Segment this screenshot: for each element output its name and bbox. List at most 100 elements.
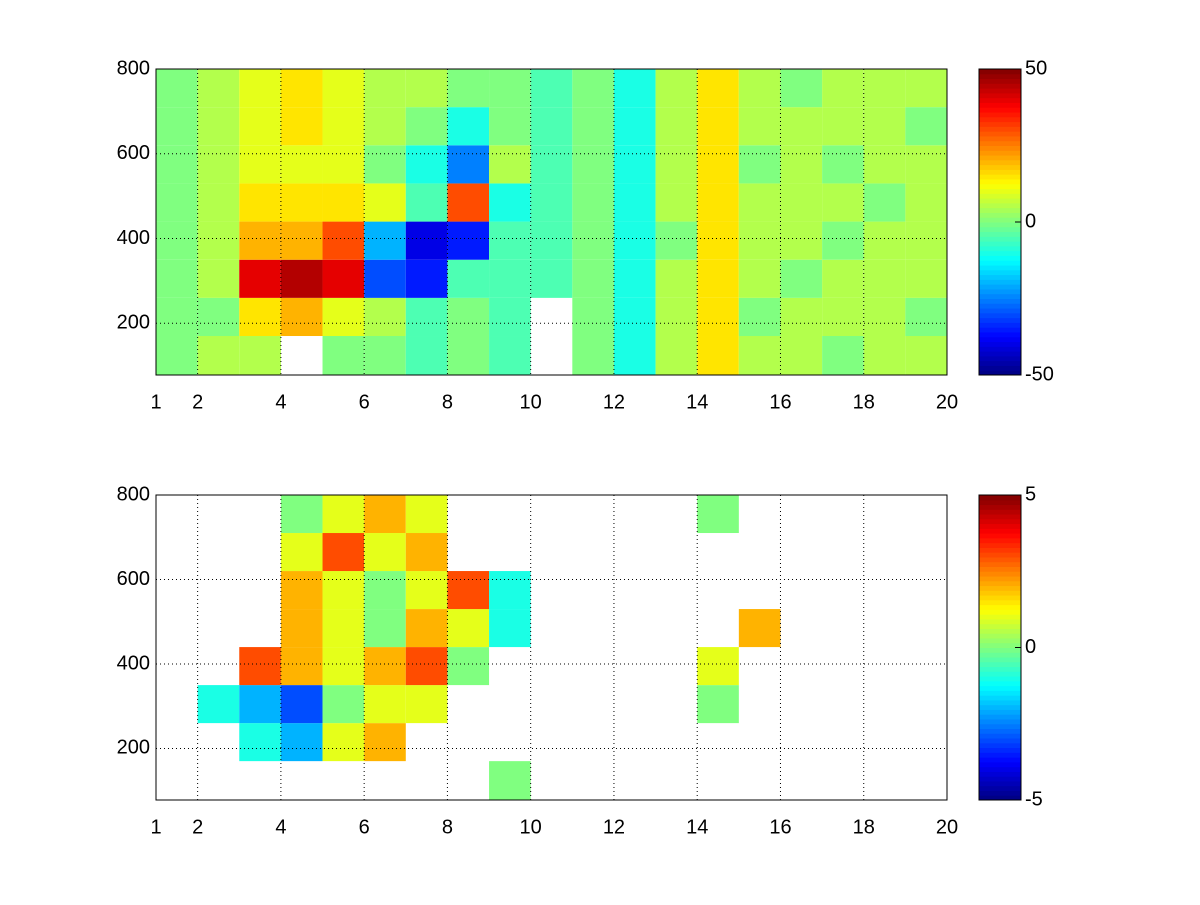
- heatmap-cell: [738, 183, 781, 222]
- colorbar-tick-label: -50: [1025, 363, 1054, 385]
- heatmap-cell: [655, 183, 698, 222]
- heatmap-cell: [905, 69, 947, 108]
- heatmap-cell: [280, 647, 323, 686]
- colorbar-step: [979, 135, 1021, 142]
- colorbar-step: [979, 260, 1021, 266]
- colorbar-step: [979, 236, 1021, 242]
- colorbar-step: [979, 514, 1021, 520]
- colorbar-step: [979, 116, 1021, 123]
- colorbar-step: [979, 312, 1021, 319]
- colorbar-step: [979, 265, 1021, 271]
- colorbar-step: [979, 661, 1021, 668]
- colorbar-step: [979, 298, 1021, 304]
- heatmap-cell: [822, 259, 864, 298]
- colorbar-step: [979, 637, 1021, 644]
- colorbar-step: [979, 633, 1021, 639]
- colorbar-step: [979, 623, 1021, 629]
- heatmap-cell: [364, 69, 406, 108]
- x-tick-label: 16: [769, 816, 791, 838]
- heatmap-cell: [322, 685, 365, 724]
- colorbar-tick-label: -5: [1025, 788, 1043, 810]
- heatmap-cell: [405, 685, 448, 724]
- heatmap-cell: [447, 221, 490, 260]
- heatmap-cell: [156, 221, 198, 260]
- colorbar-step: [979, 761, 1021, 768]
- heatmap-cell: [530, 183, 573, 222]
- heatmap-cell: [655, 297, 698, 337]
- colorbar-step: [979, 370, 1021, 376]
- x-tick-label: 1: [150, 816, 161, 838]
- heatmap-cell: [863, 145, 906, 184]
- heatmap-cell: [489, 107, 531, 146]
- heatmap-cell: [572, 183, 614, 222]
- colorbar-step: [979, 752, 1021, 758]
- colorbar-step: [979, 790, 1021, 796]
- y-tick-label: 200: [117, 312, 150, 334]
- colorbar-step: [979, 738, 1021, 744]
- colorbar-step: [979, 676, 1021, 682]
- heatmap-cell: [364, 685, 406, 724]
- heatmap-cell: [322, 609, 365, 648]
- heatmap-cell: [655, 336, 698, 375]
- colorbar-step: [979, 126, 1021, 132]
- colorbar-step: [979, 346, 1021, 352]
- heatmap-cell: [447, 259, 490, 298]
- colorbar-step: [979, 88, 1021, 94]
- colorbar-step: [979, 537, 1021, 544]
- colorbar-step: [979, 159, 1021, 166]
- colorbar-step: [979, 351, 1021, 357]
- heatmap-cell: [322, 336, 365, 375]
- heatmap-cell: [863, 107, 906, 146]
- colorbar-step: [979, 155, 1021, 161]
- colorbar-step: [979, 580, 1021, 587]
- colorbar-step: [979, 771, 1021, 777]
- heatmap-cell: [572, 297, 614, 337]
- heatmap-cell: [364, 145, 406, 184]
- heatmap-cell: [905, 336, 947, 375]
- heatmap-cell: [322, 259, 365, 298]
- colorbar-step: [979, 642, 1021, 648]
- heatmap-cell: [447, 609, 490, 648]
- heatmap-cell: [613, 259, 656, 298]
- heatmap-cell: [405, 495, 448, 534]
- heatmap-cell: [780, 145, 823, 184]
- colorbar-step: [979, 322, 1021, 328]
- heatmap-cell: [822, 297, 864, 337]
- heatmap-cell: [822, 221, 864, 260]
- heatmap-cell: [863, 259, 906, 298]
- colorbar-step: [979, 585, 1021, 591]
- colorbar-step: [979, 274, 1021, 280]
- x-tick-label: 2: [192, 391, 203, 413]
- heatmap-cell: [447, 647, 490, 686]
- heatmap-cell: [405, 336, 448, 375]
- heatmap-cell: [697, 183, 739, 222]
- heatmap-cell: [738, 107, 781, 146]
- colorbar-step: [979, 618, 1021, 625]
- heatmap-cell: [489, 145, 531, 184]
- heatmap-cell: [863, 297, 906, 337]
- colorbar-step: [979, 657, 1021, 663]
- colorbar-step: [979, 552, 1021, 558]
- x-tick-label: 16: [769, 391, 791, 413]
- heatmap-cell: [655, 107, 698, 146]
- heatmap-cell: [239, 221, 281, 260]
- heatmap-cell: [322, 183, 365, 222]
- axes-frame: [155, 68, 948, 376]
- colorbar-step: [979, 183, 1021, 190]
- x-tick-label: 4: [275, 816, 286, 838]
- heatmap-cell: [697, 69, 739, 108]
- heatmap-cell: [738, 297, 781, 337]
- heatmap-cell: [280, 723, 323, 762]
- heatmap-cell: [780, 336, 823, 375]
- heatmap-cell: [572, 145, 614, 184]
- x-tick-label: 12: [603, 816, 625, 838]
- heatmap-cell: [655, 69, 698, 108]
- heatmap-cell: [489, 259, 531, 298]
- heatmap-cell: [489, 336, 531, 375]
- heatmap-cell: [822, 145, 864, 184]
- heatmap-cell: [822, 69, 864, 108]
- colorbar-step: [979, 169, 1021, 175]
- colorbar-step: [979, 647, 1021, 653]
- heatmap-cell: [239, 145, 281, 184]
- heatmap-cell: [780, 259, 823, 298]
